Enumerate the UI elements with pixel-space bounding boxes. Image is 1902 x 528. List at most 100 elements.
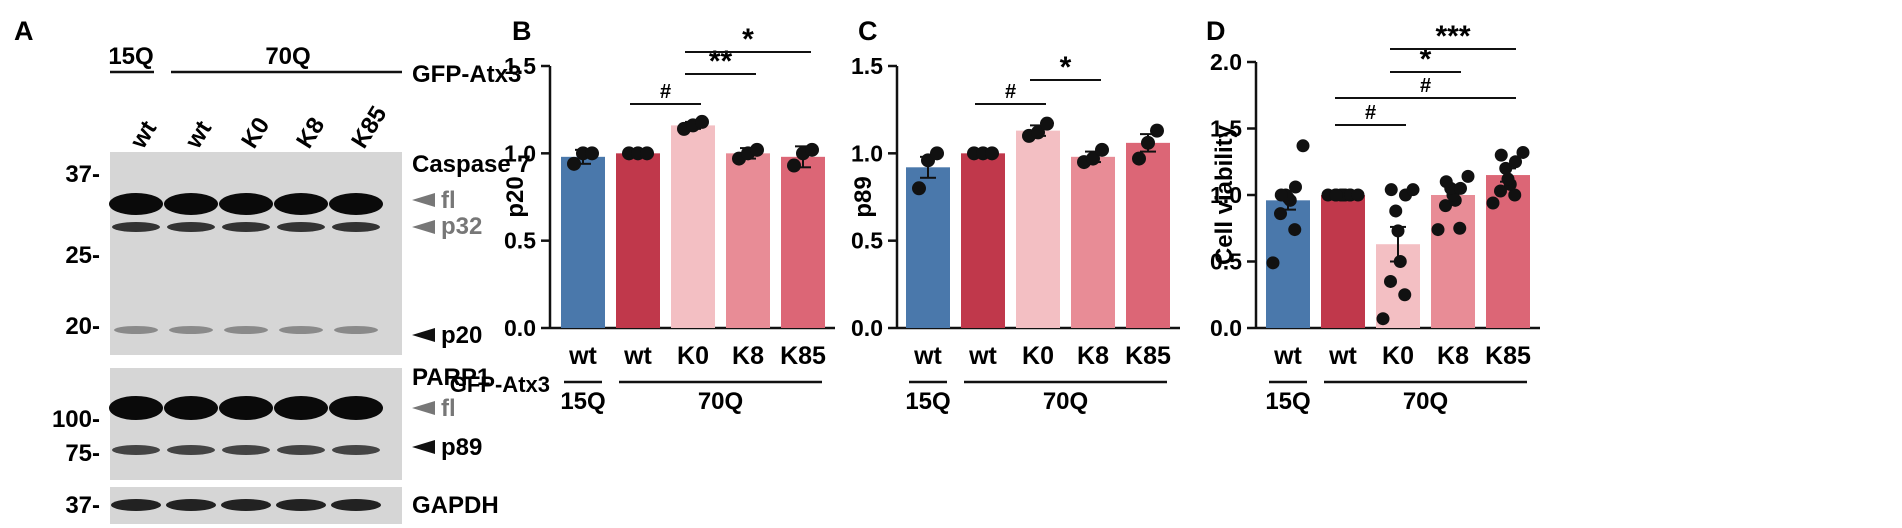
data-point — [805, 142, 819, 157]
mw-marker: 75- — [65, 440, 100, 467]
group-label-70q: 70Q — [265, 43, 310, 70]
bar — [561, 156, 605, 328]
x-axis-title: GFP-Atx3 — [450, 372, 550, 397]
x-tick-label: K0 — [677, 342, 709, 370]
x-tick-label: K0 — [1382, 342, 1414, 370]
data-point — [1150, 123, 1164, 138]
significance-label: ** — [709, 45, 733, 78]
band-label-fl: fl — [441, 187, 456, 214]
group-label: 70Q — [698, 388, 743, 415]
data-point — [695, 114, 709, 129]
mw-marker: 20- — [65, 313, 100, 340]
blot-title-caspase7: Caspase 7 — [412, 151, 531, 178]
y-axis-label: Cell viability — [1211, 124, 1238, 265]
y-tick-label: 0.0 — [1210, 315, 1242, 341]
data-point — [1486, 196, 1500, 210]
y-axis-label: p20 — [502, 176, 529, 217]
y-tick-label: 2.0 — [1210, 49, 1242, 75]
panel-letter: B — [512, 16, 532, 46]
group-label: 15Q — [560, 388, 605, 415]
mw-marker: 37- — [65, 492, 100, 519]
significance-label: * — [1420, 43, 1432, 76]
x-tick-label: K8 — [1077, 342, 1109, 370]
data-point — [1398, 288, 1412, 302]
significance-label: * — [1060, 51, 1072, 84]
group-label: 70Q — [1403, 388, 1448, 415]
lane-label: wt — [125, 116, 163, 154]
x-tick-label: K8 — [732, 342, 764, 370]
blot-caspase7: 37- 25- 20- Caspase 7 fl p32 p20 — [65, 151, 531, 355]
data-point — [1461, 169, 1475, 183]
x-tick-label: wt — [568, 342, 597, 370]
data-point — [787, 158, 801, 173]
data-point — [1351, 188, 1365, 202]
x-tick-label: wt — [1273, 342, 1302, 370]
data-point — [1289, 180, 1302, 194]
bar — [906, 167, 950, 328]
data-point — [1086, 151, 1100, 166]
bar — [726, 153, 770, 328]
data-point — [1384, 274, 1397, 288]
y-tick-label: 1.0 — [504, 140, 536, 166]
panel-letter: D — [1206, 16, 1226, 46]
data-point — [1329, 188, 1343, 202]
x-tick-label: wt — [623, 342, 652, 370]
significance-label: # — [660, 81, 671, 103]
x-tick-label: K85 — [1485, 342, 1531, 370]
y-tick-label: 1.5 — [1210, 116, 1242, 142]
band-label-fl: fl — [441, 395, 456, 422]
data-point — [1439, 175, 1453, 189]
arrow-head-icon — [412, 328, 435, 342]
mw-marker: 25- — [65, 242, 100, 269]
data-point — [750, 142, 764, 157]
blot-title-parp1: PARP1 — [412, 364, 490, 391]
data-point — [1132, 151, 1146, 166]
mw-marker: 37- — [65, 161, 100, 188]
data-point — [1439, 199, 1452, 213]
x-tick-label: wt — [1328, 342, 1357, 370]
y-tick-label: 1.5 — [504, 53, 536, 79]
y-tick-label: 1.5 — [851, 53, 883, 79]
data-point — [1040, 116, 1054, 131]
data-point — [1509, 155, 1522, 169]
significance-label: # — [1365, 102, 1376, 124]
y-axis-label: p89 — [850, 176, 877, 217]
lane-label: K8 — [291, 113, 330, 153]
data-point — [1274, 207, 1287, 221]
y-tick-label: 0.5 — [1210, 249, 1242, 275]
data-point — [1393, 255, 1407, 268]
group-label: 15Q — [1265, 388, 1310, 415]
bar — [781, 156, 825, 328]
data-point — [1384, 183, 1398, 197]
mw-marker: 100- — [52, 406, 100, 433]
panel-letter: C — [858, 16, 878, 46]
data-point — [1406, 183, 1420, 197]
arrow-head-icon — [412, 440, 435, 454]
y-tick-label: 1.0 — [851, 140, 883, 166]
data-point — [1376, 312, 1390, 326]
group-label: 70Q — [1043, 388, 1088, 415]
lane-label: wt — [180, 116, 218, 154]
data-point — [1494, 184, 1507, 198]
data-point — [640, 146, 654, 161]
data-point — [1501, 172, 1515, 186]
band-label-p89: p89 — [441, 434, 482, 461]
y-tick-label: 0.0 — [851, 315, 883, 341]
lane-label: K85 — [346, 102, 392, 154]
panel-a-letter: A — [14, 16, 34, 46]
data-point — [1508, 188, 1522, 202]
x-tick-label: K8 — [1437, 342, 1469, 370]
lane-label: K0 — [236, 113, 275, 153]
bar — [1126, 142, 1170, 328]
data-point — [1031, 125, 1045, 140]
bar — [1431, 195, 1475, 328]
x-tick-label: K85 — [780, 342, 826, 370]
y-tick-label: 0.5 — [504, 228, 536, 254]
data-point — [1516, 145, 1530, 159]
panel-a-western-blot: A 15Q 70Q GFP-Atx3 wt wt K0 K8 K85 — [14, 16, 531, 524]
data-point — [1274, 188, 1288, 202]
band-label-p32: p32 — [441, 213, 482, 240]
data-point — [1453, 221, 1467, 235]
y-tick-label: 1.0 — [1210, 182, 1242, 208]
